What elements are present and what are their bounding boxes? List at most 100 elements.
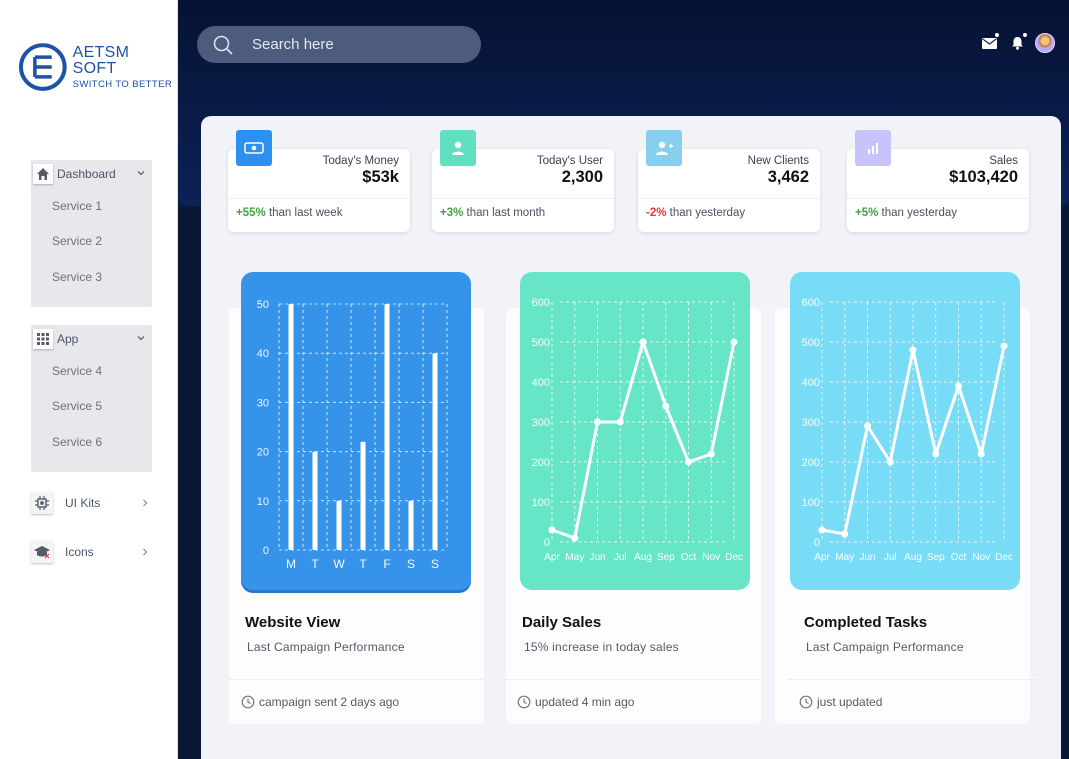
card-footer: campaign sent 2 days ago (241, 695, 399, 709)
x-tick-label: T (311, 557, 319, 571)
data-point (730, 338, 738, 346)
chart-daily-sales: 0 100 200 300 400 500 600 Apr May Jun Jul Aug Sep Oct… (520, 272, 750, 590)
y-tick-label: 40 (257, 348, 269, 360)
sidebar-item-ui-kits[interactable]: UI Kits (31, 489, 152, 517)
stat-footer: -2% than yesterday (646, 207, 745, 219)
stat-change: -2% (646, 207, 667, 219)
notification-dot (1023, 33, 1027, 37)
x-tick-label: Jun (859, 552, 875, 563)
card-subtitle: Last Campaign Performance (806, 640, 964, 654)
sidebar-item-service-5[interactable]: Service 5 (52, 399, 103, 414)
sidebar-item-icons[interactable]: Icons (31, 538, 152, 566)
card-footer-text: updated 4 min ago (535, 695, 635, 709)
y-tick-label: 500 (532, 337, 550, 349)
notification-dot (995, 33, 999, 37)
bar (432, 353, 438, 550)
sidebar: AETSM SOFT SWITCH TO BETTER Dashboard Se… (0, 0, 178, 759)
user-icon (440, 130, 476, 166)
chevron-right-icon (143, 499, 148, 507)
stat-change-text: than last week (268, 207, 343, 219)
chart-completed-tasks: 0 100 200 300 400 500 600 Apr May Jun Jul Aug Sep Oct… (790, 272, 1020, 590)
sidebar-item-service-1[interactable]: Service 1 (52, 198, 103, 213)
home-icon (33, 164, 53, 184)
brand-logo[interactable]: AETSM SOFT SWITCH TO BETTER (18, 42, 177, 92)
stat-footer: +3% than last month (440, 207, 545, 219)
chevron-down-icon (137, 336, 145, 341)
y-tick-label: 20 (257, 447, 269, 459)
stat-change: +3% (440, 207, 464, 219)
add-user-icon (646, 130, 682, 166)
sidebar-item-label: Icons (65, 545, 94, 559)
stat-card-sales: Sales $103,420 +5% than yesterday (847, 130, 1029, 232)
money-icon (236, 130, 272, 166)
stat-card-money: Today's Money $53k +55% than last week (228, 130, 410, 232)
graduation-cap-icon (31, 541, 53, 563)
sidebar-item-service-4[interactable]: Service 4 (52, 363, 103, 378)
bar-chart: 0 10 20 30 40 50 M T W T F S S (257, 299, 448, 571)
y-tick-label: 300 (532, 417, 550, 429)
card-title: Daily Sales (522, 614, 602, 631)
notifications-button[interactable] (1007, 33, 1027, 53)
x-tick-label: M (286, 557, 296, 571)
sidebar-item-dashboard[interactable]: Dashboard (31, 160, 152, 188)
logo-mark-icon (18, 43, 67, 91)
stat-footer: +5% than yesterday (855, 207, 957, 219)
y-tick-label: 0 (544, 537, 550, 549)
y-tick-label: 30 (257, 397, 269, 409)
y-tick-label: 50 (257, 299, 269, 311)
sidebar-item-service-3[interactable]: Service 3 (52, 269, 103, 284)
data-point (639, 338, 647, 346)
stat-label: New Clients (747, 155, 809, 167)
x-tick-label: Aug (634, 552, 652, 563)
line-chart: 0 100 200 300 400 500 600 Apr May Jun Jul Aug Sep Oct… (802, 297, 1013, 563)
chevron-right-icon (143, 548, 148, 556)
divider (228, 198, 410, 199)
chart-website-view: 0 10 20 30 40 50 M T W T F S S (241, 272, 471, 590)
divider (787, 679, 1041, 680)
data-point (616, 418, 624, 426)
clock-icon (241, 695, 255, 709)
x-tick-label: Aug (904, 552, 922, 563)
x-tick-label: Dec (725, 552, 743, 563)
data-point (548, 526, 556, 534)
chip-icon (31, 492, 53, 514)
data-point (571, 534, 579, 542)
x-tick-label: S (431, 557, 439, 571)
x-tick-label: May (565, 552, 584, 563)
bell-icon (1011, 37, 1023, 50)
sidebar-item-service-6[interactable]: Service 6 (52, 434, 103, 449)
sidebar-item-app[interactable]: App (31, 325, 152, 353)
x-tick-label: Jul (884, 552, 897, 563)
y-tick-label: 400 (532, 377, 550, 389)
sidebar-item-label: UI Kits (65, 496, 101, 510)
data-point (886, 458, 894, 466)
brand-tagline: SWITCH TO BETTER (72, 78, 173, 90)
stat-change: +5% (855, 207, 879, 219)
stat-label: Today's Money (322, 155, 399, 167)
bar (408, 500, 414, 550)
stat-value: $103,420 (949, 168, 1018, 186)
data-point (594, 418, 601, 426)
grid-icon (33, 329, 53, 349)
y-tick-label: 400 (802, 377, 820, 389)
card-subtitle: 15% increase in today sales (524, 640, 679, 654)
data-point (662, 402, 670, 410)
data-point (707, 450, 715, 458)
y-tick-label: 10 (257, 496, 269, 508)
x-tick-label: S (407, 557, 415, 571)
search-input[interactable] (252, 36, 452, 53)
y-tick-label: 600 (802, 297, 820, 309)
x-tick-label: Nov (972, 552, 990, 563)
data-point (864, 422, 871, 430)
avatar[interactable] (1035, 33, 1055, 53)
sidebar-item-service-2[interactable]: Service 2 (52, 234, 103, 249)
stat-change-text: than yesterday (669, 207, 746, 219)
x-tick-label: Dec (995, 552, 1013, 563)
data-point (685, 458, 692, 466)
x-tick-label: Apr (814, 552, 830, 563)
search-bar[interactable] (197, 26, 481, 63)
stat-value: 3,462 (767, 168, 809, 186)
mail-button[interactable] (979, 33, 999, 53)
x-tick-label: T (359, 557, 367, 571)
x-tick-label: Oct (951, 552, 967, 563)
